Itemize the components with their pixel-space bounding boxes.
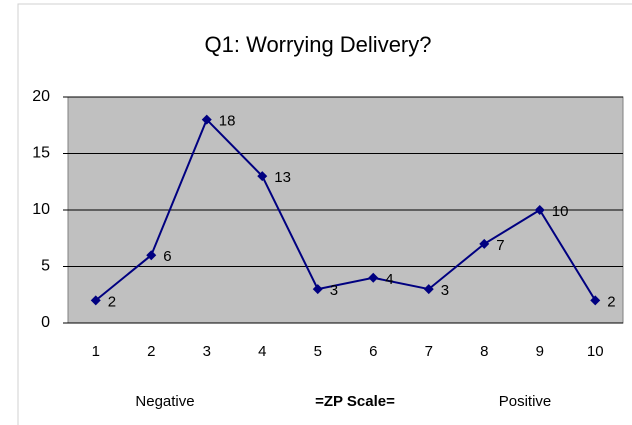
marker xyxy=(201,114,212,125)
y-tick-label: 20 xyxy=(32,88,50,105)
x-tick-label: 6 xyxy=(369,343,377,360)
data-label: 10 xyxy=(552,203,569,220)
marker xyxy=(479,238,490,249)
data-label: 3 xyxy=(441,282,449,299)
y-tick-label: 0 xyxy=(41,314,50,331)
annotation: Negative xyxy=(135,393,194,410)
marker xyxy=(312,284,323,295)
data-label: 18 xyxy=(219,113,236,130)
data-label: 6 xyxy=(163,248,171,265)
line xyxy=(95,117,597,302)
chart-title: Q1: Worrying Delivery? xyxy=(205,32,432,57)
x-tick-label: 4 xyxy=(258,343,266,360)
marker xyxy=(146,250,157,261)
data-label: 13 xyxy=(274,169,291,186)
data-label: 3 xyxy=(330,282,338,299)
marker xyxy=(257,171,268,182)
data-label: 2 xyxy=(607,293,615,310)
x-tick-label: 5 xyxy=(314,343,322,360)
marker xyxy=(368,272,379,283)
marker xyxy=(423,284,434,295)
data-label: 2 xyxy=(108,293,116,310)
marker xyxy=(534,205,545,215)
x-tick-label: 9 xyxy=(536,343,544,360)
annotation: Positive xyxy=(499,393,552,410)
y-tick-label: 10 xyxy=(32,201,50,218)
x-tick-label: 10 xyxy=(587,343,604,360)
x-tick-label: 3 xyxy=(203,343,211,360)
data-label: 7 xyxy=(496,237,504,254)
y-tick-label: 5 xyxy=(41,258,50,275)
x-tick-label: 2 xyxy=(147,343,155,360)
x-tick-label: 1 xyxy=(92,343,100,360)
annotation: =ZP Scale= xyxy=(315,393,395,410)
x-tick-label: 7 xyxy=(425,343,433,360)
data-label: 4 xyxy=(385,271,393,288)
marker xyxy=(90,295,101,306)
marker xyxy=(590,295,601,306)
y-tick-label: 15 xyxy=(32,145,50,162)
x-tick-label: 8 xyxy=(480,343,488,360)
